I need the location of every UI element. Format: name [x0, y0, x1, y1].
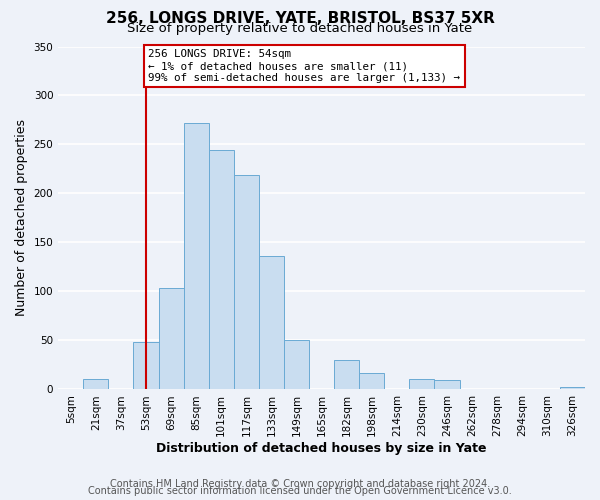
X-axis label: Distribution of detached houses by size in Yate: Distribution of detached houses by size … — [157, 442, 487, 455]
Text: 256 LONGS DRIVE: 54sqm
← 1% of detached houses are smaller (11)
99% of semi-deta: 256 LONGS DRIVE: 54sqm ← 1% of detached … — [148, 50, 460, 82]
Bar — [409, 378, 434, 390]
Bar — [83, 378, 109, 390]
Text: 256, LONGS DRIVE, YATE, BRISTOL, BS37 5XR: 256, LONGS DRIVE, YATE, BRISTOL, BS37 5X… — [106, 11, 494, 26]
Bar — [334, 360, 359, 390]
Text: Contains public sector information licensed under the Open Government Licence v3: Contains public sector information licen… — [88, 486, 512, 496]
Y-axis label: Number of detached properties: Number of detached properties — [15, 120, 28, 316]
Text: Contains HM Land Registry data © Crown copyright and database right 2024.: Contains HM Land Registry data © Crown c… — [110, 479, 490, 489]
Bar — [133, 342, 158, 390]
Bar — [209, 150, 234, 390]
Bar — [158, 288, 184, 390]
Bar — [259, 256, 284, 390]
Bar — [184, 123, 209, 390]
Bar — [434, 380, 460, 390]
Bar — [284, 340, 309, 390]
Bar — [234, 175, 259, 390]
Bar — [560, 388, 585, 390]
Bar — [359, 373, 385, 390]
Text: Size of property relative to detached houses in Yate: Size of property relative to detached ho… — [127, 22, 473, 35]
